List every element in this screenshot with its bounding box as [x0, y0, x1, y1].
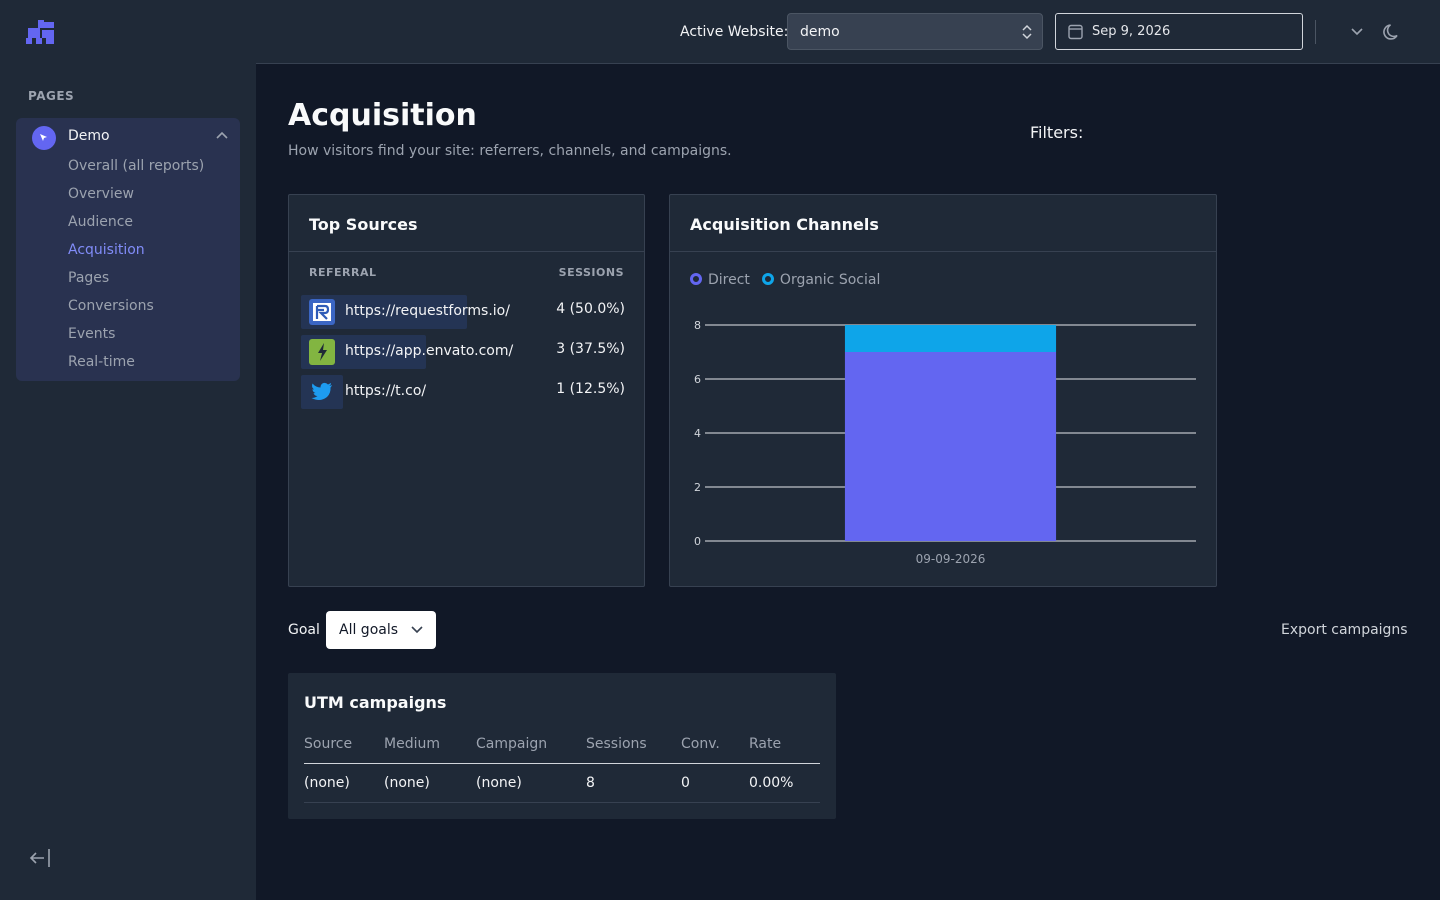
app-logo-icon[interactable]	[24, 18, 56, 46]
calendar-icon	[1068, 24, 1083, 40]
twitter-logo-icon	[309, 379, 335, 405]
utm-campaigns-card: UTM campaigns Source Medium Campaign Sessio…	[288, 673, 836, 819]
source-url[interactable]: https://app.envato.com/	[345, 343, 514, 359]
bar-organic-social[interactable]	[844, 325, 1057, 352]
updown-chevron-icon	[1022, 24, 1032, 40]
sidebar: PAGES Demo Overall (all reports) Overview…	[0, 0, 256, 900]
legend-swatch-icon	[690, 273, 702, 285]
goal-label: Goal	[288, 622, 320, 638]
date-value: Sep 9, 2026	[1092, 24, 1171, 39]
source-row[interactable]: https://app.envato.com/3 (37.5%)	[301, 335, 633, 369]
source-row[interactable]: https://requestforms.io/4 (50.0%)	[301, 295, 633, 329]
table-cell: 0	[681, 775, 690, 791]
utm-column-header: Sessions	[586, 736, 647, 752]
legend-label: Organic Social	[779, 272, 881, 288]
website-select-value: demo	[800, 24, 840, 40]
collapse-sidebar-icon[interactable]	[28, 848, 52, 868]
table-cell: 0.00%	[749, 775, 794, 791]
export-campaigns-link[interactable]: Export campaigns	[1281, 622, 1408, 638]
envato-logo-icon	[309, 339, 335, 365]
card-divider	[670, 251, 1216, 252]
sidebar-item-acquisition[interactable]: Acquisition	[68, 242, 145, 258]
goal-select[interactable]: All goals	[326, 611, 436, 649]
legend-item[interactable]: Direct	[690, 272, 750, 288]
source-url[interactable]: https://requestforms.io/	[345, 303, 510, 319]
legend-swatch-icon	[761, 273, 774, 285]
utm-column-header: Source	[304, 736, 353, 752]
date-picker[interactable]: Sep 9, 2026	[1055, 13, 1303, 50]
referral-column-header: REFERRAL	[309, 266, 377, 279]
table-header-divider	[304, 763, 820, 764]
sessions-column-header: SESSIONS	[558, 266, 624, 279]
demo-site-icon	[32, 126, 56, 150]
sidebar-item-real-time[interactable]: Real-time	[68, 354, 135, 370]
top-sources-card: Top Sources REFERRAL SESSIONS https://re…	[288, 194, 645, 587]
sidebar-group-label: Demo	[68, 128, 110, 144]
sidebar-item-conversions[interactable]: Conversions	[68, 298, 154, 314]
y-tick-label: 6	[694, 373, 701, 386]
website-select[interactable]: demo	[787, 13, 1043, 50]
utm-title: UTM campaigns	[304, 693, 447, 712]
card-divider	[289, 251, 644, 252]
table-cell: (none)	[476, 775, 522, 791]
source-sessions: 1 (12.5%)	[556, 381, 625, 397]
table-row-divider	[304, 802, 820, 803]
legend-label: Direct	[708, 272, 750, 288]
legend-item[interactable]: Organic Social	[761, 272, 881, 288]
sidebar-item-events[interactable]: Events	[68, 326, 116, 342]
top-sources-title: Top Sources	[309, 215, 418, 234]
topbar-divider	[1315, 20, 1316, 44]
y-tick-label: 8	[694, 319, 701, 332]
y-tick-label: 4	[694, 427, 701, 440]
table-cell: (none)	[304, 775, 350, 791]
utm-column-header: Campaign	[476, 736, 548, 752]
requestforms-logo-icon	[309, 299, 335, 325]
channels-title: Acquisition Channels	[690, 215, 879, 234]
sidebar-section-label: PAGES	[28, 89, 75, 103]
utm-column-header: Medium	[384, 736, 440, 752]
chevron-up-icon[interactable]	[216, 131, 228, 139]
sidebar-item-audience[interactable]: Audience	[68, 214, 134, 230]
sidebar-group-demo: Demo Overall (all reports) Overview Audien…	[16, 118, 240, 381]
sidebar-item-pages[interactable]: Pages	[68, 270, 110, 286]
source-sessions: 3 (37.5%)	[556, 341, 625, 357]
table-cell: (none)	[384, 775, 430, 791]
chevron-down-icon[interactable]	[1350, 26, 1364, 36]
source-sessions: 4 (50.0%)	[556, 301, 625, 317]
sidebar-item-overview[interactable]: Overview	[68, 186, 134, 202]
sidebar-group-header[interactable]: Demo	[16, 118, 240, 156]
acquisition-channels-card: Acquisition Channels Direct Organic Socia…	[669, 194, 1217, 587]
page-title: Acquisition	[288, 98, 477, 133]
bar-direct[interactable]	[844, 352, 1057, 541]
table-cell: 8	[586, 775, 595, 791]
source-row[interactable]: https://t.co/1 (12.5%)	[301, 375, 633, 409]
y-tick-label: 0	[694, 535, 701, 548]
utm-column-header: Rate	[749, 736, 782, 752]
utm-column-header: Conv.	[681, 736, 720, 752]
active-website-label: Active Website:	[680, 24, 789, 40]
chart-legend: Direct Organic Social	[690, 272, 892, 288]
filters-label: Filters:	[1030, 123, 1084, 142]
dark-mode-moon-icon[interactable]	[1382, 22, 1402, 42]
x-tick-label: 09-09-2026	[916, 552, 986, 566]
y-tick-label: 2	[694, 481, 701, 494]
topbar: Active Website: demo Sep 9, 2026	[256, 0, 1440, 64]
page-subtitle: How visitors find your site: referrers, …	[288, 143, 732, 159]
sidebar-item-overall-all-reports[interactable]: Overall (all reports)	[68, 158, 205, 174]
chevron-down-icon	[411, 626, 423, 634]
channels-chart: 0 2 4 6 8 09-09-2026	[694, 319, 1196, 566]
goal-select-value: All goals	[339, 622, 399, 638]
source-url[interactable]: https://t.co/	[345, 383, 427, 399]
